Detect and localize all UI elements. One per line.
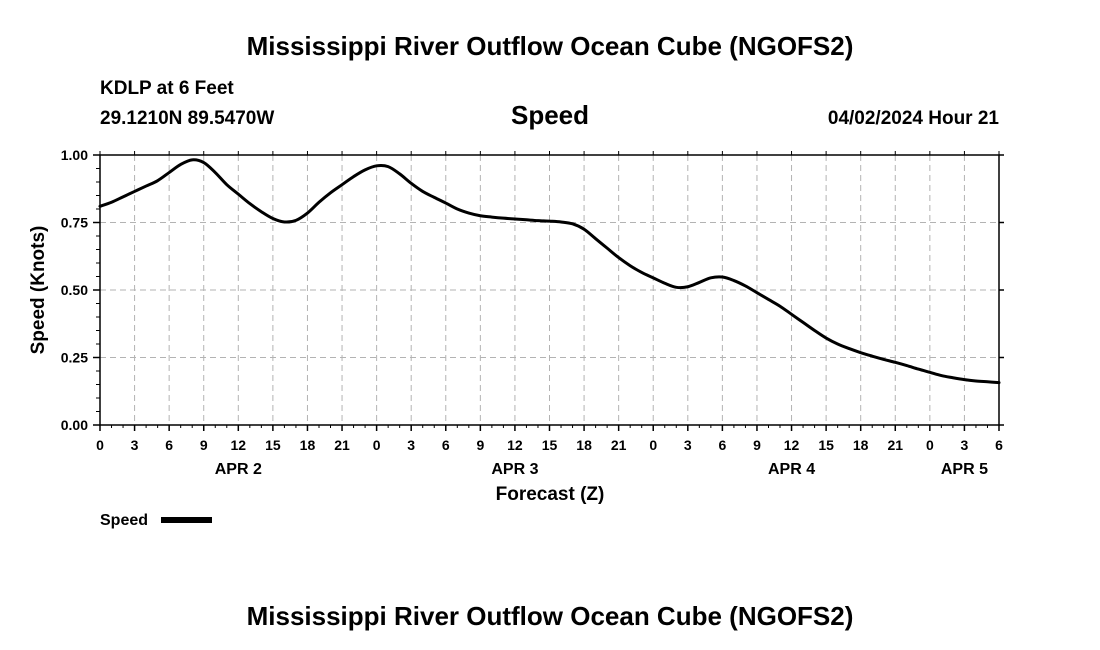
x-tick-label: 18 bbox=[576, 437, 592, 453]
x-tick-label: 15 bbox=[542, 437, 558, 453]
legend-label: Speed bbox=[100, 512, 148, 529]
y-axis-label: Speed (Knots) bbox=[28, 226, 49, 355]
x-axis-label: Forecast (Z) bbox=[496, 484, 605, 505]
x-tick-label: 6 bbox=[442, 437, 450, 453]
chart-title: Speed bbox=[511, 100, 589, 130]
legend-swatch bbox=[161, 517, 212, 523]
x-date-label: APR 4 bbox=[768, 461, 815, 478]
x-date-label: APR 2 bbox=[215, 461, 262, 478]
y-tick-label: 0.75 bbox=[61, 215, 88, 231]
x-axis-date-labels: APR 2 APR 3 APR 4 APR 5 bbox=[215, 461, 988, 478]
x-tick-label: 15 bbox=[818, 437, 834, 453]
y-axis-tick-labels: 0.00 0.25 0.50 0.75 1.00 bbox=[61, 147, 88, 433]
forecast-timestamp: 04/02/2024 Hour 21 bbox=[828, 108, 1000, 129]
y-tick-label: 0.00 bbox=[61, 417, 88, 433]
x-tick-label: 21 bbox=[334, 437, 350, 453]
x-tick-label: 0 bbox=[96, 437, 104, 453]
x-axis-tick-labels: 0 3 6 9 12 15 18 21 0 3 6 9 12 15 18 21 0 3 6 9 12 15 18 21 0 3 6 bbox=[96, 437, 1003, 453]
x-tick-label: 0 bbox=[649, 437, 657, 453]
x-tick-label: 3 bbox=[961, 437, 969, 453]
x-tick-label: 3 bbox=[407, 437, 415, 453]
x-tick-label: 9 bbox=[753, 437, 761, 453]
x-tick-label: 6 bbox=[165, 437, 173, 453]
x-tick-label: 12 bbox=[507, 437, 523, 453]
x-tick-label: 18 bbox=[300, 437, 316, 453]
x-tick-label: 12 bbox=[784, 437, 800, 453]
speed-series-line bbox=[98, 158, 1001, 385]
coordinates-label: 29.1210N 89.5470W bbox=[100, 108, 274, 129]
page-title: Mississippi River Outflow Ocean Cube (NG… bbox=[247, 31, 854, 61]
x-tick-label: 18 bbox=[853, 437, 869, 453]
x-tick-label: 6 bbox=[718, 437, 726, 453]
x-tick-label: 21 bbox=[611, 437, 627, 453]
x-tick-label: 3 bbox=[684, 437, 692, 453]
axis-ticks bbox=[93, 151, 1004, 431]
x-tick-label: 0 bbox=[373, 437, 381, 453]
x-tick-label: 12 bbox=[231, 437, 247, 453]
legend: Speed bbox=[100, 512, 212, 529]
x-tick-label: 3 bbox=[131, 437, 139, 453]
station-label: KDLP at 6 Feet bbox=[100, 78, 234, 99]
y-tick-label: 0.25 bbox=[61, 350, 88, 366]
y-tick-label: 0.50 bbox=[61, 282, 88, 298]
x-tick-label: 9 bbox=[200, 437, 208, 453]
x-tick-label: 21 bbox=[887, 437, 903, 453]
series-group bbox=[98, 158, 1001, 385]
x-tick-label: 15 bbox=[265, 437, 281, 453]
x-date-label: APR 3 bbox=[491, 461, 538, 478]
x-tick-label: 6 bbox=[995, 437, 1003, 453]
x-tick-label: 0 bbox=[926, 437, 934, 453]
grid-lines bbox=[100, 154, 999, 425]
x-date-label: APR 5 bbox=[941, 461, 988, 478]
x-tick-label: 9 bbox=[476, 437, 484, 453]
footer-title: Mississippi River Outflow Ocean Cube (NG… bbox=[247, 601, 854, 631]
y-tick-label: 1.00 bbox=[61, 147, 88, 163]
